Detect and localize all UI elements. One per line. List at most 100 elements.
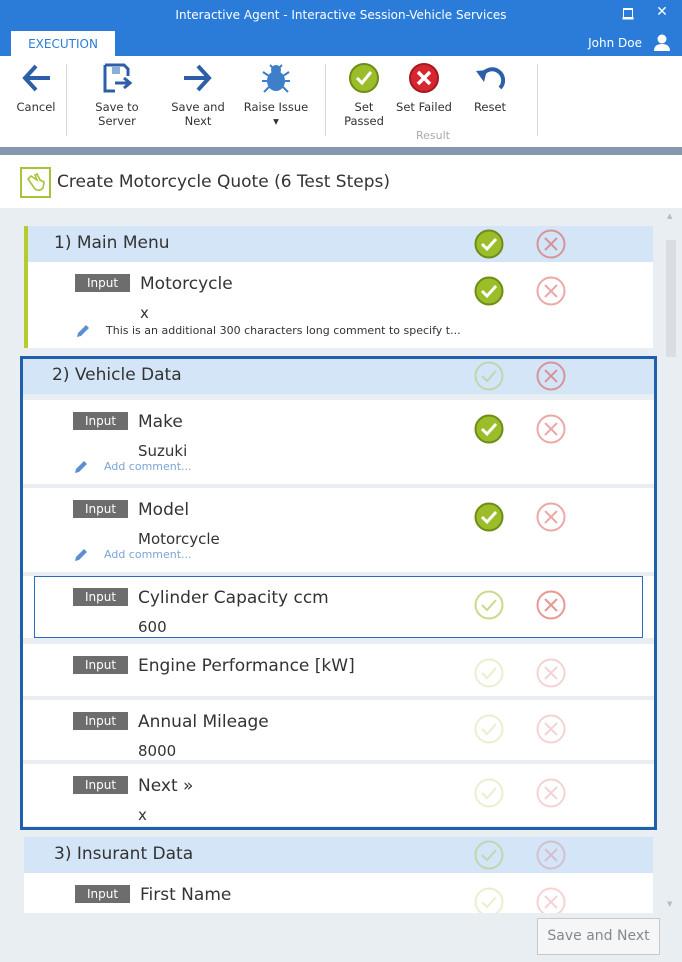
- pass-icon[interactable]: [474, 778, 504, 808]
- pass-icon[interactable]: [474, 229, 504, 259]
- fail-icon[interactable]: [536, 361, 566, 391]
- save-and-next-label: Save and Next: [171, 100, 225, 128]
- pass-icon[interactable]: [474, 714, 504, 744]
- input-badge: Input: [75, 885, 130, 903]
- input-badge: Input: [73, 712, 128, 730]
- step-header[interactable]: 1) Main Menu: [24, 226, 653, 262]
- add-comment-link[interactable]: Add comment...: [104, 460, 192, 473]
- fail-icon[interactable]: [536, 414, 566, 444]
- step-label: Engine Performance [kW]: [138, 656, 355, 676]
- step-label: Make: [138, 412, 183, 432]
- input-badge: Input: [73, 412, 128, 430]
- input-badge: Input: [73, 500, 128, 518]
- step-label: Annual Mileage: [138, 712, 269, 732]
- step-value: 8000: [138, 742, 177, 760]
- fail-icon[interactable]: [536, 714, 566, 744]
- step-row[interactable]: Input Next » x: [22, 764, 655, 826]
- fail-icon[interactable]: [536, 590, 566, 620]
- set-passed-button[interactable]: Set Passed: [334, 62, 394, 128]
- save-icon: [103, 63, 133, 93]
- pass-icon[interactable]: [474, 276, 504, 306]
- separator: [66, 64, 67, 136]
- pass-icon[interactable]: [474, 502, 504, 532]
- step-label: Motorcycle: [140, 274, 233, 294]
- save-to-server-label: Save to Server: [95, 100, 139, 128]
- reset-button[interactable]: Reset: [470, 62, 510, 114]
- save-to-server-button[interactable]: Save to Server: [76, 62, 158, 128]
- step-row[interactable]: Input Make Suzuki Add comment...: [22, 400, 655, 484]
- minimize-button[interactable]: ▁: [622, 4, 634, 20]
- reset-label: Reset: [473, 100, 507, 114]
- scroll-down-icon[interactable]: ▼: [667, 900, 673, 908]
- pass-icon[interactable]: [474, 361, 504, 391]
- step-row[interactable]: Input Motorcycle x This is an additional 30…: [24, 262, 653, 348]
- input-badge: Input: [73, 656, 128, 674]
- step-label: Next »: [138, 776, 194, 796]
- pencil-icon[interactable]: [74, 322, 92, 344]
- fail-icon[interactable]: [536, 840, 566, 870]
- undo-icon: [476, 67, 506, 90]
- input-badge: Input: [75, 274, 130, 292]
- user-icon[interactable]: [653, 34, 671, 52]
- scrollbar-thumb[interactable]: [666, 240, 676, 357]
- step-title: 1) Main Menu: [54, 233, 170, 253]
- save-and-next-footer-button[interactable]: Save and Next: [537, 918, 660, 955]
- raise-issue-button[interactable]: Raise Issue ▾: [243, 62, 309, 128]
- check-circle-icon: [349, 63, 379, 93]
- step-label: First Name: [140, 885, 232, 905]
- x-circle-icon: [409, 63, 439, 93]
- step-title: 2) Vehicle Data: [52, 365, 182, 385]
- save-and-next-button[interactable]: Save and Next: [158, 62, 238, 128]
- step-header[interactable]: 2) Vehicle Data: [22, 358, 655, 394]
- step-title: 3) Insurant Data: [54, 844, 194, 864]
- manual-test-icon: [20, 167, 51, 198]
- cancel-label: Cancel: [16, 100, 56, 114]
- fail-icon[interactable]: [536, 887, 566, 913]
- step-label: Cylinder Capacity ccm: [138, 588, 329, 608]
- pass-icon[interactable]: [474, 840, 504, 870]
- pencil-icon[interactable]: [72, 458, 90, 480]
- step-row[interactable]: Input Cylinder Capacity ccm 600: [22, 576, 655, 638]
- step-value: Suzuki: [138, 442, 188, 460]
- fail-icon[interactable]: [536, 276, 566, 306]
- separator: [325, 64, 326, 136]
- step-row[interactable]: Input Annual Mileage 8000: [22, 700, 655, 760]
- test-title: Create Motorcycle Quote (6 Test Steps): [57, 172, 390, 192]
- maximize-icon[interactable]: [623, 8, 633, 18]
- step-value: 600: [138, 618, 167, 636]
- step-value: x: [138, 806, 147, 824]
- step-1-status-bar: [24, 226, 28, 348]
- set-failed-label: Set Failed: [396, 100, 452, 114]
- set-failed-button[interactable]: Set Failed: [396, 62, 452, 114]
- step-value: x: [140, 304, 149, 322]
- divider: [0, 147, 682, 155]
- pass-icon[interactable]: [474, 590, 504, 620]
- pass-icon[interactable]: [474, 658, 504, 688]
- fail-icon[interactable]: [536, 658, 566, 688]
- result-group-label: Result: [416, 129, 450, 142]
- window-title: Interactive Agent - Interactive Session-…: [175, 8, 507, 22]
- fail-icon[interactable]: [536, 502, 566, 532]
- raise-issue-label: Raise Issue ▾: [243, 100, 309, 128]
- scroll-up-icon[interactable]: ▲: [667, 212, 673, 220]
- pencil-icon[interactable]: [72, 546, 90, 568]
- input-badge: Input: [73, 588, 128, 606]
- user-name[interactable]: John Doe: [588, 36, 642, 50]
- arrow-right-icon: [184, 64, 212, 92]
- fail-icon[interactable]: [536, 778, 566, 808]
- pass-icon[interactable]: [474, 887, 504, 913]
- cancel-button[interactable]: Cancel: [16, 62, 56, 114]
- step-row[interactable]: Input Engine Performance [kW]: [22, 644, 655, 696]
- step-row[interactable]: Input Model Motorcycle Add comment...: [22, 488, 655, 572]
- step-header[interactable]: 3) Insurant Data: [24, 837, 653, 873]
- arrow-left-icon: [22, 64, 50, 92]
- step-row[interactable]: Input First Name: [24, 873, 653, 913]
- separator: [537, 64, 538, 136]
- tab-execution[interactable]: EXECUTION: [11, 31, 115, 56]
- fail-icon[interactable]: [536, 229, 566, 259]
- close-button[interactable]: ✕: [656, 4, 668, 20]
- pass-icon[interactable]: [474, 414, 504, 444]
- add-comment-link[interactable]: Add comment...: [104, 548, 192, 561]
- set-passed-label: Set Passed: [344, 100, 384, 128]
- step-value: Motorcycle: [138, 530, 220, 548]
